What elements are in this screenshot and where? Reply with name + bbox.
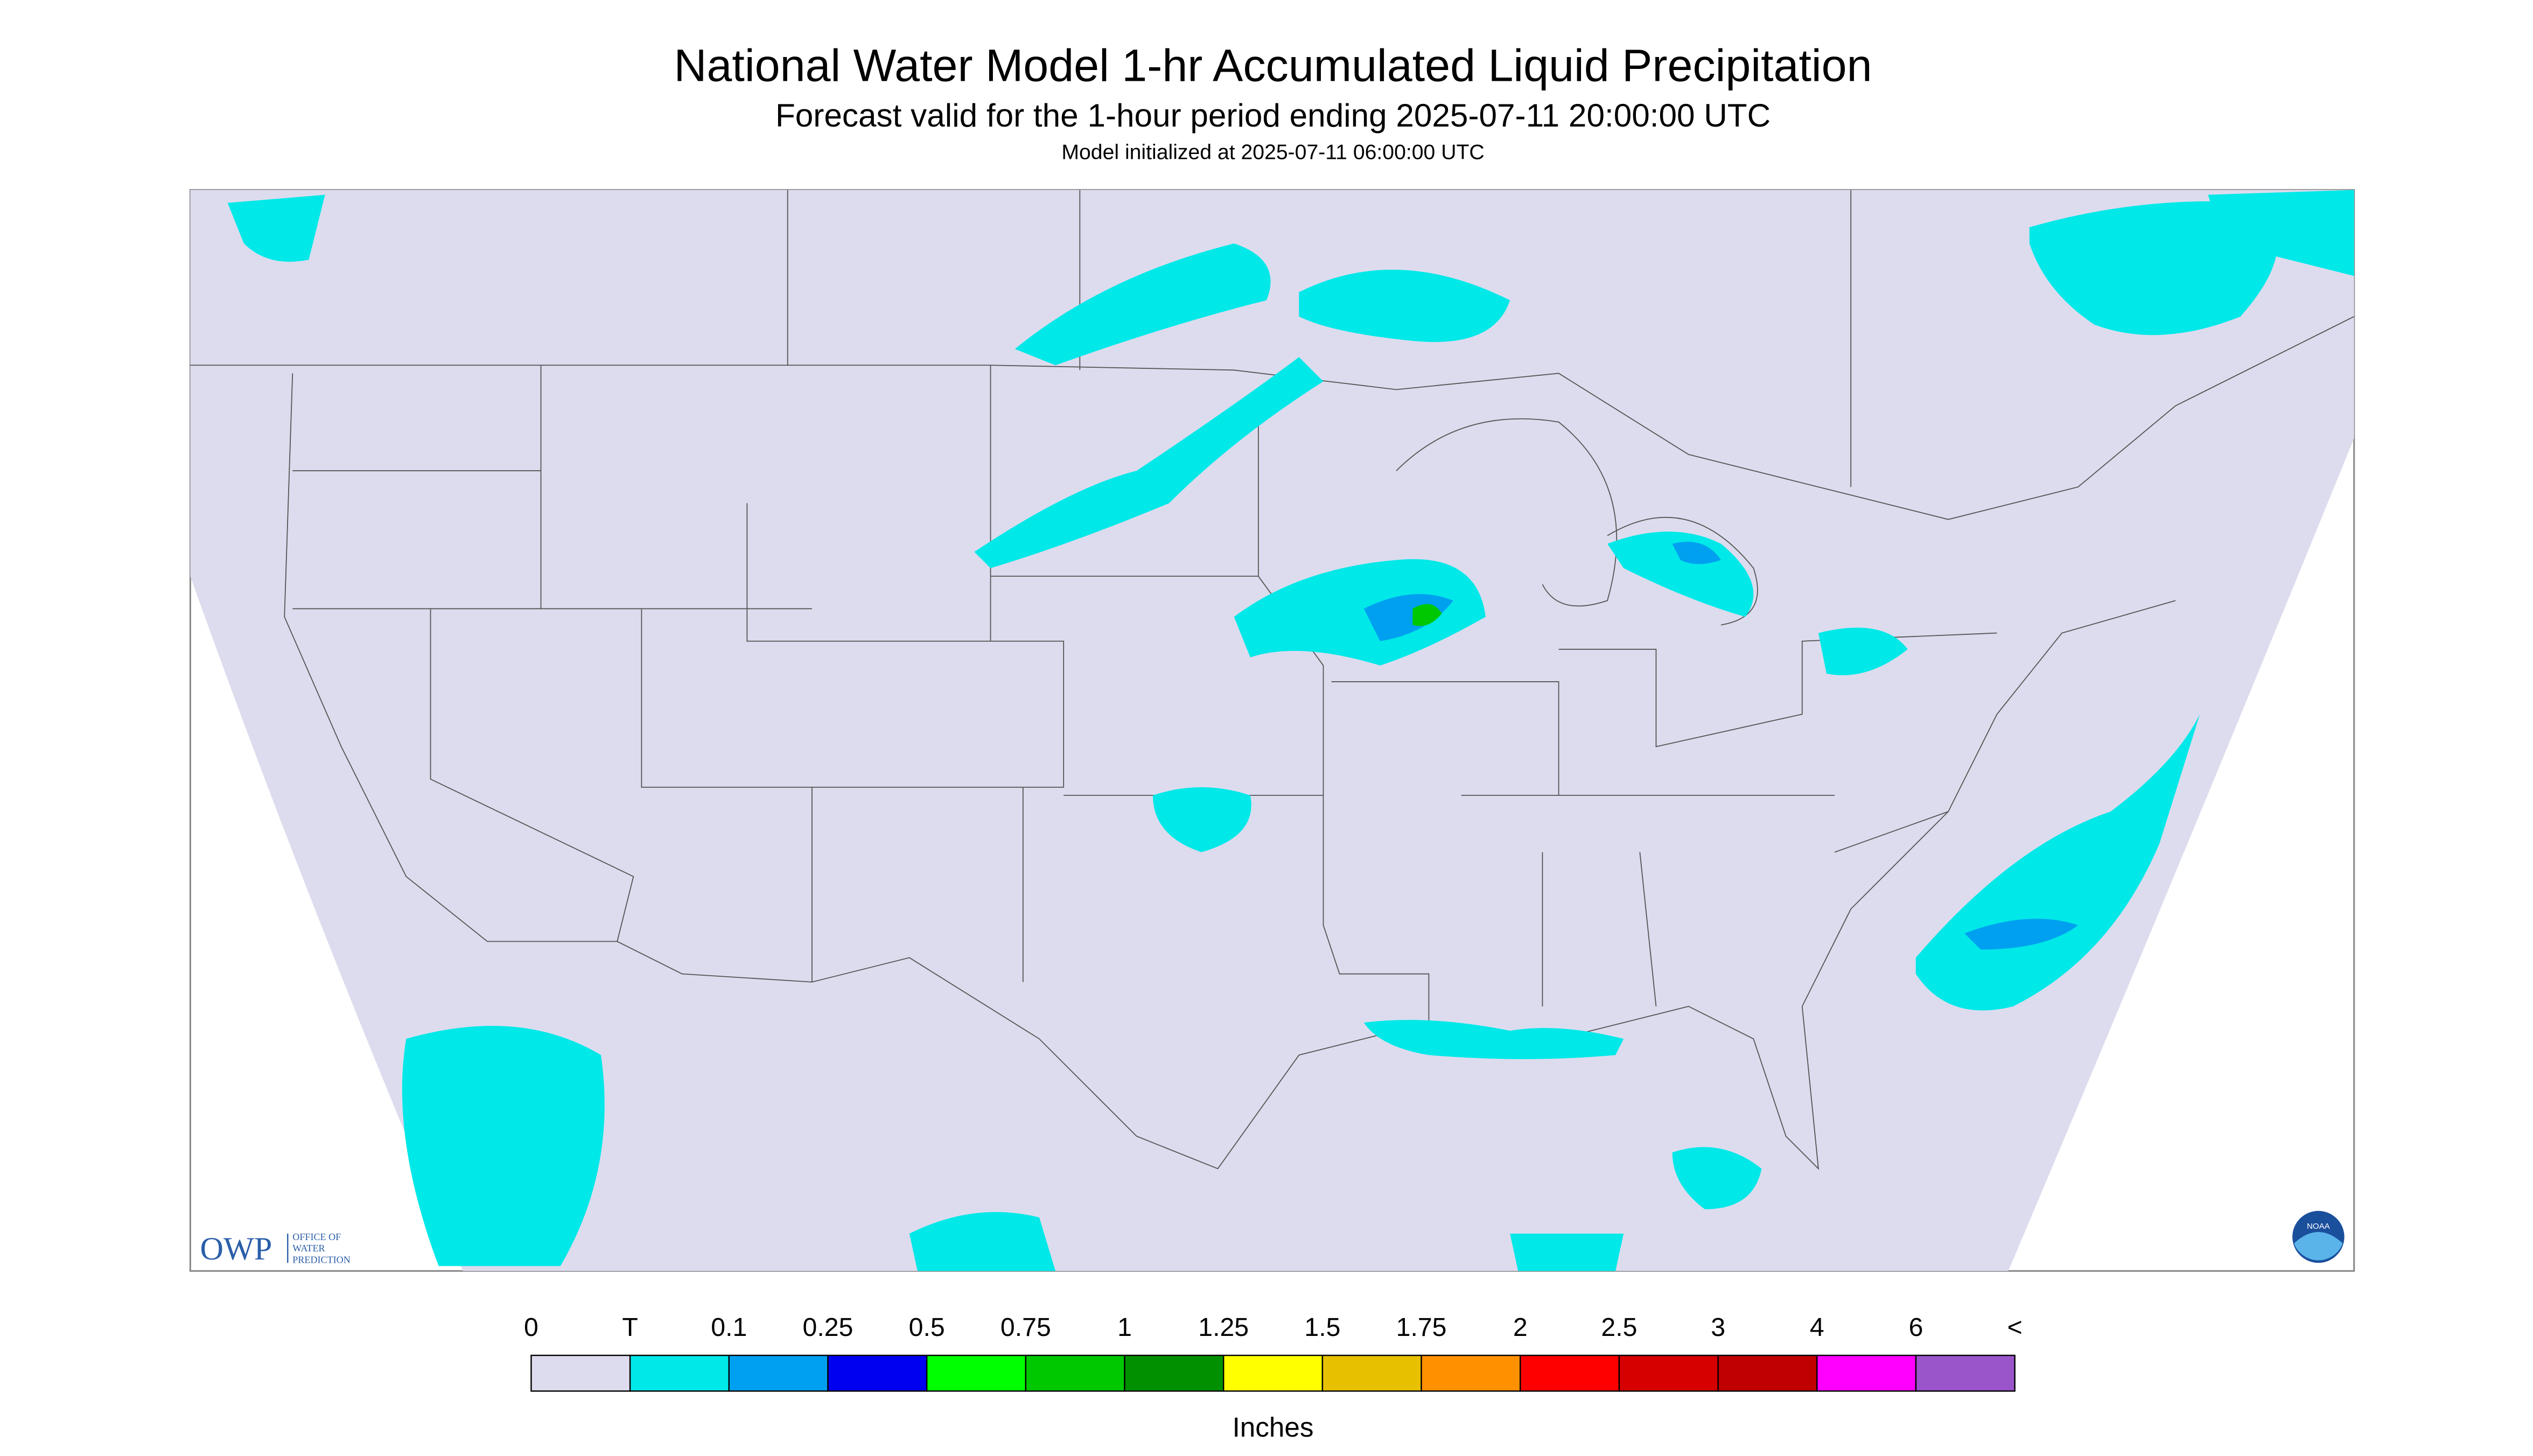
legend-label: 1.5 bbox=[1304, 1313, 1340, 1342]
legend-label: 0.75 bbox=[1000, 1313, 1051, 1342]
subtitle: Forecast valid for the 1-hour period end… bbox=[775, 97, 1771, 134]
legend-swatch bbox=[1321, 1354, 1422, 1392]
legend-label: 2 bbox=[1513, 1313, 1528, 1342]
borders bbox=[190, 190, 2355, 1170]
legend: 0 T 0.1 0.25 0.5 0.75 1 1.25 1.5 1.75 2 2.5 3 4 6 < bbox=[524, 1313, 2023, 1392]
legend-label: 6 bbox=[1909, 1313, 1923, 1342]
legend-swatch bbox=[1520, 1354, 1620, 1392]
legend-swatch bbox=[1025, 1354, 1125, 1392]
owp-line: OFFICE OF bbox=[292, 1231, 341, 1242]
legend-label: 0.1 bbox=[711, 1313, 747, 1342]
init-time: Model initialized at 2025-07-11 06:00:00… bbox=[1061, 141, 1484, 164]
legend-swatch bbox=[926, 1354, 1027, 1392]
title: National Water Model 1-hr Accumulated Li… bbox=[674, 40, 1872, 91]
legend-label: 0.5 bbox=[909, 1313, 945, 1342]
legend-label: 0 bbox=[524, 1313, 538, 1342]
legend-swatch bbox=[1915, 1354, 2016, 1392]
legend-swatch bbox=[1816, 1354, 1917, 1392]
legend-swatch bbox=[1717, 1354, 1818, 1392]
legend-label: T bbox=[622, 1313, 638, 1342]
legend-label: 2.5 bbox=[1601, 1313, 1637, 1342]
legend-swatch bbox=[629, 1354, 730, 1392]
precip-areas bbox=[227, 190, 2354, 1271]
map: OWP OFFICE OF WATER PREDICTION NOAA bbox=[189, 189, 2355, 1272]
owp-line: WATER bbox=[292, 1243, 325, 1254]
legend-swatch bbox=[1223, 1354, 1324, 1392]
owp-mark: OWP bbox=[200, 1231, 272, 1267]
map-domain bbox=[190, 190, 2354, 1271]
legend-swatch bbox=[1618, 1354, 1719, 1392]
noaa-text: NOAA bbox=[2307, 1222, 2331, 1231]
legend-label: 1.25 bbox=[1198, 1313, 1249, 1342]
legend-label: 1 bbox=[1117, 1313, 1132, 1342]
legend-swatch bbox=[827, 1354, 928, 1392]
legend-swatch bbox=[728, 1354, 829, 1392]
legend-label: 0.25 bbox=[803, 1313, 853, 1342]
legend-swatch bbox=[1421, 1354, 1521, 1392]
legend-units: Inches bbox=[1233, 1412, 1314, 1443]
legend-swatch bbox=[530, 1354, 631, 1392]
legend-label: 3 bbox=[1711, 1313, 1725, 1342]
owp-line: PREDICTION bbox=[292, 1254, 350, 1265]
legend-swatch bbox=[1124, 1354, 1224, 1392]
noaa-logo: NOAA bbox=[2292, 1210, 2345, 1263]
legend-label: 1.75 bbox=[1396, 1313, 1447, 1342]
owp-logo: OWP OFFICE OF WATER PREDICTION bbox=[200, 1231, 350, 1267]
legend-label: < bbox=[2007, 1313, 2023, 1342]
legend-label: 4 bbox=[1810, 1313, 1824, 1342]
